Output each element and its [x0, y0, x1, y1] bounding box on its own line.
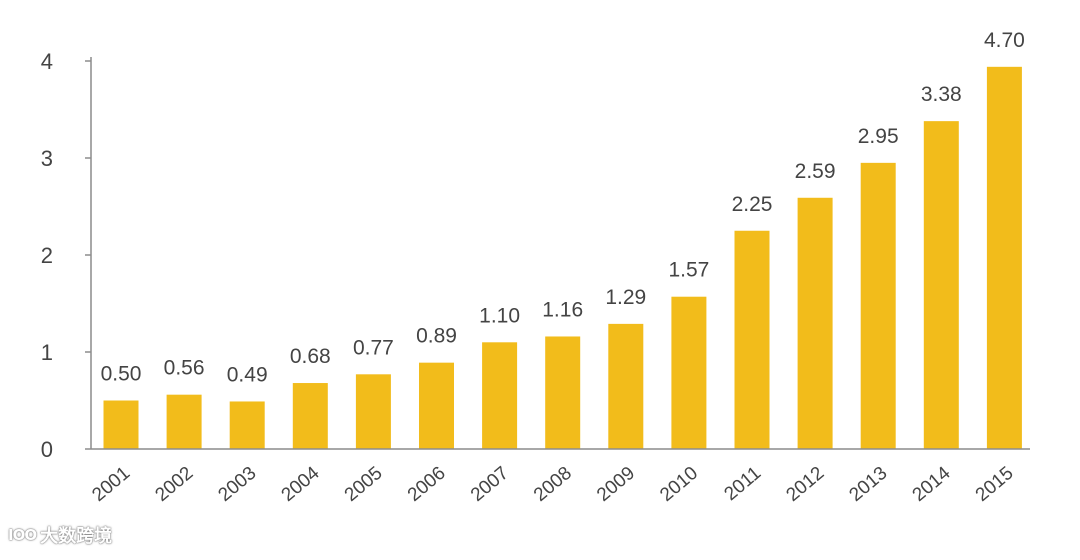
bar-2010 [671, 296, 707, 449]
x-tick-label-2004: 2004 [278, 462, 324, 506]
bar-2003 [229, 401, 265, 449]
bar-2006 [419, 362, 454, 449]
bar-2007 [482, 342, 518, 449]
value-label-2008: 1.16 [542, 298, 583, 321]
bar-2008 [545, 336, 581, 449]
bar-2011 [734, 230, 770, 449]
value-label-2009: 1.29 [605, 286, 646, 309]
value-label-2005: 0.77 [353, 336, 394, 359]
y-tick-label: 1 [41, 340, 53, 365]
bar-2001 [103, 400, 139, 449]
y-tick-label: 0 [41, 437, 53, 462]
x-tick-label-2007: 2007 [467, 463, 513, 506]
x-tick-label-2002: 2002 [151, 463, 197, 506]
x-tick-label-2001: 2001 [88, 463, 134, 506]
watermark: IOO 大数跨境 [8, 522, 112, 548]
bar-2012 [797, 197, 833, 449]
bar-2015 [986, 66, 1022, 449]
value-label-2003: 0.49 [227, 363, 268, 386]
bar-2004 [292, 383, 328, 449]
value-label-2006: 0.89 [416, 325, 457, 348]
value-label-2015: 4.70 [984, 29, 1025, 52]
bar-2013 [860, 162, 896, 449]
x-tick-label-2003: 2003 [215, 463, 261, 506]
value-label-2014: 3.38 [921, 83, 962, 106]
bars [103, 66, 1022, 449]
bar-2005 [355, 374, 391, 449]
bar-2014 [923, 121, 959, 449]
y-tick-label: 3 [41, 146, 53, 171]
value-label-2002: 0.56 [164, 357, 205, 380]
x-tick-label-2011: 2011 [720, 463, 765, 505]
x-tick-label-2005: 2005 [341, 463, 387, 506]
value-label-2012: 2.59 [795, 160, 836, 183]
x-tick-label-2008: 2008 [530, 463, 576, 506]
x-tick-label-2014: 2014 [909, 462, 955, 506]
x-tick-label-2012: 2012 [782, 463, 828, 506]
y-tick-label: 4 [41, 49, 53, 74]
value-label-2007: 1.10 [479, 304, 520, 327]
value-label-2010: 1.57 [668, 259, 709, 282]
value-label-2011: 2.25 [732, 193, 773, 216]
x-tick-label-2010: 2010 [656, 463, 702, 506]
x-axis: 2001 2002 2003 2004 2005 2006 2007 2008 2009 2010… [88, 448, 1030, 506]
x-tick-label-2009: 2009 [593, 463, 639, 506]
value-label-2004: 0.68 [290, 345, 331, 368]
data-labels: 0.50 0.56 0.49 0.68 0.77 0.89 1.10 1.16 1.29 1.57… [101, 29, 1025, 387]
x-tick-label-2015: 2015 [972, 463, 1018, 506]
bar-2009 [608, 323, 644, 449]
watermark-logo: IOO [8, 526, 37, 544]
y-axis: 0 1 2 3 4 [41, 49, 92, 462]
value-label-2001: 0.50 [101, 363, 142, 386]
y-tick-label: 2 [41, 243, 53, 268]
bar-2002 [166, 394, 202, 449]
x-tick-label-2006: 2006 [404, 463, 450, 506]
value-label-2013: 2.95 [858, 125, 899, 148]
watermark-text: 大数跨境 [40, 526, 113, 547]
x-tick-label-2013: 2013 [846, 463, 892, 506]
